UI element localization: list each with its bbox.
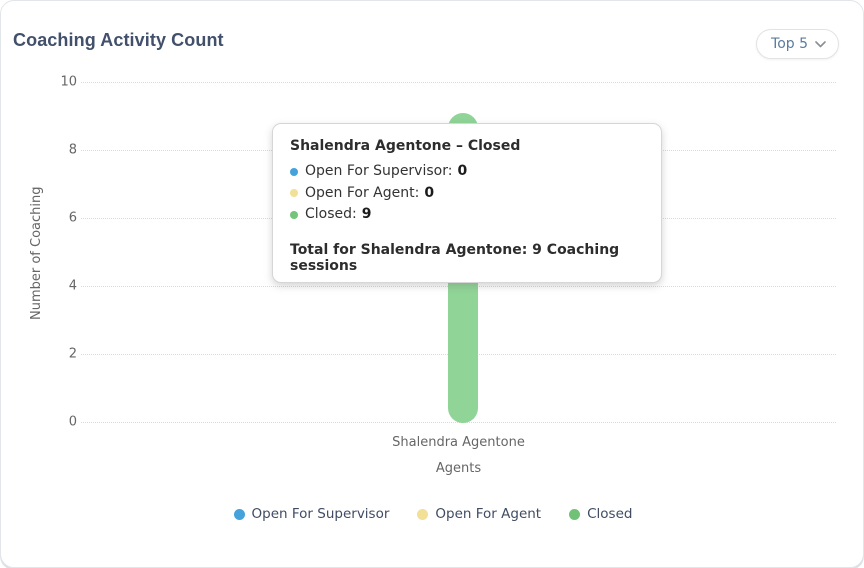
tooltip-total: Total for Shalendra Agentone: 9 Coaching…	[290, 241, 620, 274]
series-dot-icon	[290, 167, 298, 176]
y-tick-label: 10	[60, 74, 77, 90]
series-dot-icon	[290, 189, 298, 198]
y-axis-title: Number of Coaching	[29, 186, 44, 321]
series-dot-icon	[290, 210, 298, 219]
legend-item-closed[interactable]: Closed	[569, 506, 632, 522]
tooltip-row-closed: Closed: 9	[290, 204, 645, 226]
tooltip-row-label: Closed:	[305, 206, 357, 222]
chart-legend: Open For Supervisor Open For Agent Close…	[1, 506, 863, 522]
legend-item-open-for-agent[interactable]: Open For Agent	[417, 506, 541, 522]
y-tick-label: 8	[68, 142, 77, 158]
y-tick-label: 2	[68, 346, 77, 362]
top-n-dropdown-value: Top 5	[771, 36, 808, 52]
gridline	[81, 82, 836, 83]
legend-dot-icon	[233, 508, 245, 520]
legend-label: Open For Agent	[435, 506, 542, 522]
chevron-down-icon	[815, 40, 826, 48]
tooltip-title: Shalendra Agentone – Closed	[290, 138, 521, 154]
x-axis-title: Agents	[435, 461, 482, 476]
legend-item-open-for-supervisor[interactable]: Open For Supervisor	[233, 506, 390, 522]
chart-tooltip: Shalendra Agentone – Closed Open For Sup…	[272, 123, 662, 283]
tooltip-row-label: Open For Agent:	[305, 184, 420, 201]
tooltip-row-open-for-agent: Open For Agent: 0	[290, 183, 645, 205]
tooltip-row-value: 0	[457, 163, 468, 179]
legend-dot-icon	[569, 508, 581, 520]
y-tick-label: 0	[68, 414, 77, 430]
page-title: Coaching Activity Count	[13, 30, 224, 50]
x-category-label: Shalendra Agentone	[392, 435, 525, 450]
y-tick-label: 4	[68, 278, 77, 294]
y-tick-label: 6	[68, 210, 77, 226]
legend-label: Closed	[587, 506, 633, 522]
tooltip-row-label: Open For Supervisor:	[305, 163, 453, 179]
tooltip-row-value: 9	[361, 206, 372, 222]
tooltip-row-value: 0	[424, 184, 435, 201]
legend-dot-icon	[417, 508, 429, 520]
top-n-dropdown[interactable]: Top 5	[756, 29, 839, 59]
tooltip-row-open-for-supervisor: Open For Supervisor: 0	[290, 161, 645, 183]
legend-label: Open For Supervisor	[251, 506, 390, 522]
